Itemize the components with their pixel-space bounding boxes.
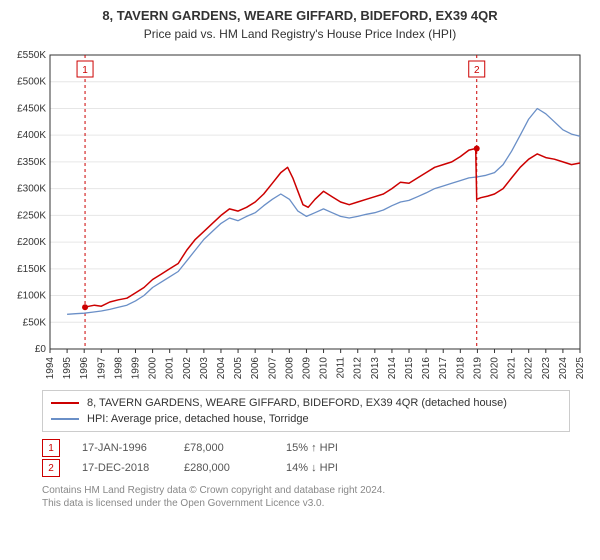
- svg-text:2021: 2021: [507, 357, 518, 379]
- svg-text:2001: 2001: [165, 357, 176, 379]
- svg-text:£0: £0: [35, 344, 47, 355]
- svg-text:2005: 2005: [233, 357, 244, 379]
- price-chart: £0 £50K £100K £150K £200K £250K £300K £350K £400…: [8, 49, 592, 384]
- attribution: Contains HM Land Registry data © Crown c…: [42, 484, 570, 510]
- marker-date-2: 17-DEC-2018: [82, 462, 162, 474]
- svg-text:2002: 2002: [182, 357, 193, 379]
- svg-text:2015: 2015: [404, 357, 415, 379]
- svg-text:2020: 2020: [490, 357, 501, 379]
- legend-row-property: 8, TAVERN GARDENS, WEARE GIFFARD, BIDEFO…: [51, 395, 561, 411]
- legend-box: 8, TAVERN GARDENS, WEARE GIFFARD, BIDEFO…: [42, 390, 570, 432]
- marker-date-1: 17-JAN-1996: [82, 442, 162, 454]
- svg-text:2013: 2013: [370, 357, 381, 379]
- svg-text:2009: 2009: [301, 357, 312, 379]
- svg-text:£350K: £350K: [17, 157, 46, 168]
- svg-text:2022: 2022: [524, 357, 535, 379]
- svg-text:2000: 2000: [148, 357, 159, 379]
- svg-text:1998: 1998: [113, 357, 124, 379]
- marker-box-1: 1: [42, 439, 60, 457]
- svg-text:2025: 2025: [575, 357, 586, 379]
- svg-text:£50K: £50K: [23, 317, 47, 328]
- svg-text:2008: 2008: [284, 357, 295, 379]
- svg-text:2004: 2004: [216, 357, 227, 379]
- svg-text:2003: 2003: [199, 357, 210, 379]
- svg-text:2: 2: [474, 65, 480, 76]
- svg-text:2017: 2017: [438, 357, 449, 379]
- svg-text:£500K: £500K: [17, 77, 46, 88]
- svg-text:£450K: £450K: [17, 103, 46, 114]
- svg-text:1994: 1994: [45, 357, 56, 379]
- svg-text:£100K: £100K: [17, 291, 46, 302]
- svg-text:£400K: £400K: [17, 130, 46, 141]
- page-subtitle: Price paid vs. HM Land Registry's House …: [0, 23, 600, 41]
- legend-label-hpi: HPI: Average price, detached house, Torr…: [87, 411, 309, 427]
- marker-price-2: £280,000: [184, 462, 264, 474]
- svg-text:2019: 2019: [472, 357, 483, 379]
- svg-text:2024: 2024: [558, 357, 569, 379]
- svg-text:1997: 1997: [96, 357, 107, 379]
- svg-text:1995: 1995: [62, 357, 73, 379]
- legend-swatch-hpi: [51, 418, 79, 420]
- svg-text:1999: 1999: [130, 357, 141, 379]
- page-title: 8, TAVERN GARDENS, WEARE GIFFARD, BIDEFO…: [0, 0, 600, 23]
- marker-price-1: £78,000: [184, 442, 264, 454]
- svg-text:2018: 2018: [455, 357, 466, 379]
- attribution-line1: Contains HM Land Registry data © Crown c…: [42, 484, 570, 497]
- svg-text:£550K: £550K: [17, 50, 46, 61]
- marker-pct-1: 15% ↑ HPI: [286, 442, 366, 454]
- svg-text:2012: 2012: [353, 357, 364, 379]
- legend-swatch-property: [51, 402, 79, 404]
- legend-row-hpi: HPI: Average price, detached house, Torr…: [51, 411, 561, 427]
- svg-text:2011: 2011: [336, 357, 347, 379]
- svg-text:2006: 2006: [250, 357, 261, 379]
- legend-label-property: 8, TAVERN GARDENS, WEARE GIFFARD, BIDEFO…: [87, 395, 507, 411]
- marker-pct-2: 14% ↓ HPI: [286, 462, 366, 474]
- attribution-line2: This data is licensed under the Open Gov…: [42, 497, 570, 510]
- svg-text:2010: 2010: [319, 357, 330, 379]
- svg-text:2007: 2007: [267, 357, 278, 379]
- marker-table: 1 17-JAN-1996 £78,000 15% ↑ HPI 2 17-DEC…: [42, 438, 570, 478]
- marker-row: 1 17-JAN-1996 £78,000 15% ↑ HPI: [42, 438, 570, 458]
- svg-text:1996: 1996: [79, 357, 90, 379]
- svg-text:£300K: £300K: [17, 184, 46, 195]
- svg-text:2016: 2016: [421, 357, 432, 379]
- marker-row: 2 17-DEC-2018 £280,000 14% ↓ HPI: [42, 458, 570, 478]
- svg-text:£200K: £200K: [17, 237, 46, 248]
- svg-text:2023: 2023: [541, 357, 552, 379]
- svg-text:1: 1: [82, 65, 88, 76]
- marker-box-2: 2: [42, 459, 60, 477]
- svg-text:2014: 2014: [387, 357, 398, 379]
- chart-svg: £0 £50K £100K £150K £200K £250K £300K £350K £400…: [8, 49, 592, 379]
- svg-text:£150K: £150K: [17, 264, 46, 275]
- svg-text:£250K: £250K: [17, 210, 46, 221]
